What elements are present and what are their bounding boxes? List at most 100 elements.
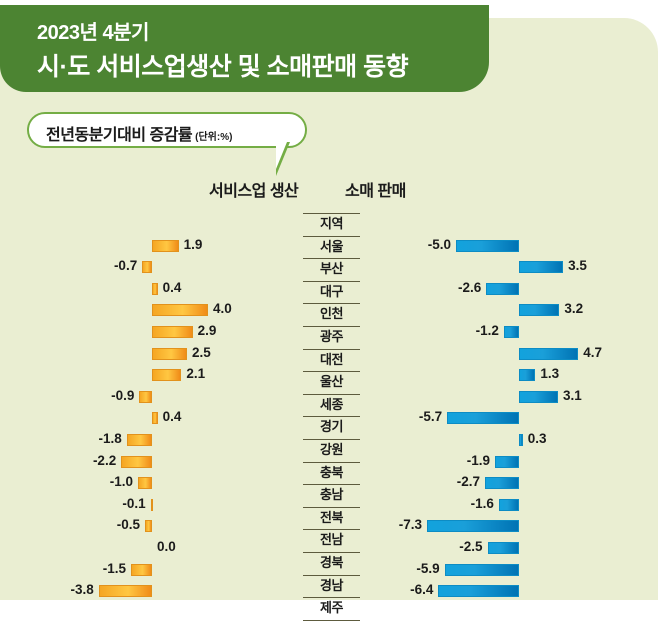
- bar-value-label: -1.9: [466, 452, 491, 468]
- bar-value-label: 3.5: [568, 258, 587, 274]
- bar-service-production-경기: [152, 412, 158, 425]
- table-row: 대전: [303, 350, 360, 373]
- bar-retail-sales-인천: [519, 304, 560, 317]
- region-label: 전남: [320, 532, 343, 548]
- region-label: 경남: [320, 577, 343, 593]
- table-row: 강원: [303, 440, 360, 463]
- bar-value-label: -2.7: [456, 474, 480, 490]
- bar-value-label: 3.1: [563, 387, 582, 403]
- bar-row-retail-sales: -5.0: [360, 235, 658, 257]
- table-row: 서울: [303, 237, 360, 260]
- bar-value-label: -1.8: [98, 431, 122, 446]
- bar-value-label: -2.6: [457, 279, 482, 295]
- bar-value-label: 2.9: [197, 323, 217, 338]
- table-row: 울산: [303, 372, 360, 395]
- bar-row-service-production: -0.1: [0, 494, 303, 516]
- bar-row-retail-sales: -2.7: [360, 472, 658, 494]
- infographic-page: 2023년 4분기 시·도 서비스업생산 및 소매판매 동향 전년동분기대비 증…: [0, 5, 658, 621]
- bar-value-label: -5.7: [418, 409, 443, 425]
- bar-retail-sales-대구: [486, 282, 519, 295]
- column-heading-retail-sales: 소매 판매: [345, 183, 406, 200]
- bar-value-label: -0.5: [116, 517, 140, 533]
- rate-note-unit: (단위:%): [195, 132, 233, 143]
- bar-retail-sales-충북: [495, 455, 519, 468]
- region-label: 대전: [320, 351, 343, 367]
- bar-value-label: -6.4: [410, 582, 434, 598]
- bar-row-retail-sales: 3.1: [360, 386, 658, 408]
- bar-row-retail-sales: -2.6: [360, 278, 658, 300]
- bar-row-service-production: 0.0: [0, 537, 303, 559]
- bar-service-production-전북: [150, 498, 153, 511]
- bar-service-production-강원: [126, 434, 152, 446]
- bar-row-service-production: 4.0: [0, 299, 303, 321]
- bar-row-service-production: -3.8: [0, 580, 303, 602]
- bar-row-retail-sales: 0.3: [360, 429, 658, 451]
- bar-service-production-전남: [145, 520, 152, 533]
- table-row: 인천: [303, 304, 360, 327]
- table-row: 광주: [303, 327, 360, 350]
- table-row: 경북: [303, 553, 360, 576]
- region-label: 전북: [320, 509, 343, 525]
- bar-service-production-서울: [152, 239, 179, 252]
- rate-note-text: 전년동분기대비 증감률 (단위:%): [46, 121, 232, 145]
- bar-row-service-production: -0.7: [0, 256, 303, 278]
- table-row: 경남: [303, 576, 360, 599]
- bar-value-label: -1.6: [470, 495, 494, 511]
- bar-value-label: -5.9: [416, 560, 440, 576]
- region-label: 충남: [320, 487, 343, 503]
- region-label: 서울: [320, 238, 343, 254]
- bar-value-label: 0.4: [162, 279, 182, 295]
- table-row: 제주: [303, 598, 360, 621]
- bar-row-retail-sales: -1.9: [360, 451, 658, 473]
- bar-row-service-production: -2.2: [0, 451, 303, 473]
- bar-row-service-production: -0.5: [0, 515, 303, 537]
- column-heading-service-production: 서비스업 생산: [209, 183, 299, 200]
- bar-service-production-부산: [142, 261, 152, 274]
- bar-value-label: 4.0: [213, 301, 232, 317]
- bar-value-label: 3.2: [564, 301, 584, 317]
- table-row: 부산: [303, 259, 360, 282]
- table-row: 전남: [303, 530, 360, 553]
- bar-value-label: -1.5: [102, 560, 126, 576]
- bar-retail-sales-경기: [447, 412, 519, 425]
- bar-value-label: 0.0: [157, 539, 176, 554]
- bar-retail-sales-전남: [427, 520, 519, 533]
- table-row: 충북: [303, 463, 360, 486]
- table-row: 세종: [303, 395, 360, 418]
- region-label: 제주: [320, 600, 343, 616]
- region-label: 인천: [320, 306, 343, 322]
- table-row: 경기: [303, 417, 360, 440]
- bar-row-retail-sales: -2.5: [360, 537, 658, 559]
- bar-value-label: 1.3: [540, 366, 560, 382]
- bar-retail-sales-충남: [484, 477, 519, 490]
- table-row: 충남: [303, 485, 360, 508]
- bar-row-service-production: 2.9: [0, 321, 303, 343]
- header-title-line2: 시·도 서비스업생산 및 소매판매 동향: [37, 53, 409, 81]
- region-label: 경북: [320, 554, 343, 570]
- rate-note-label: 전년동분기대비 증감률: [46, 127, 193, 144]
- bar-value-label: -3.8: [70, 582, 94, 598]
- bar-row-retail-sales: 3.5: [360, 256, 658, 278]
- bar-retail-sales-세종: [519, 390, 559, 403]
- bar-retail-sales-경북: [487, 542, 519, 554]
- bar-row-retail-sales: 1.3: [360, 364, 658, 386]
- bar-row-service-production: 2.1: [0, 364, 303, 386]
- bar-service-production-울산: [152, 369, 182, 382]
- header-banner: 2023년 4분기 시·도 서비스업생산 및 소매판매 동향: [0, 5, 489, 92]
- bar-retail-sales-제주: [438, 585, 519, 598]
- bar-value-label: 2.1: [186, 366, 206, 382]
- bar-row-retail-sales: -1.2: [360, 321, 658, 343]
- bar-row-service-production: 1.9: [0, 235, 303, 257]
- bar-service-production-대구: [152, 282, 158, 295]
- bar-retail-sales-강원: [519, 434, 523, 446]
- bar-row-retail-sales: -5.7: [360, 407, 658, 429]
- table-row: 전북: [303, 508, 360, 531]
- bar-value-label: -0.9: [111, 387, 135, 403]
- bar-service-production-세종: [139, 390, 152, 403]
- bar-retail-sales-대전: [519, 347, 579, 360]
- region-label: 울산: [320, 374, 343, 390]
- region-label: 세종: [320, 396, 343, 412]
- bar-value-label: -0.7: [113, 258, 138, 274]
- bar-value-label: 1.9: [183, 236, 203, 252]
- bar-value-label: 4.7: [583, 344, 602, 360]
